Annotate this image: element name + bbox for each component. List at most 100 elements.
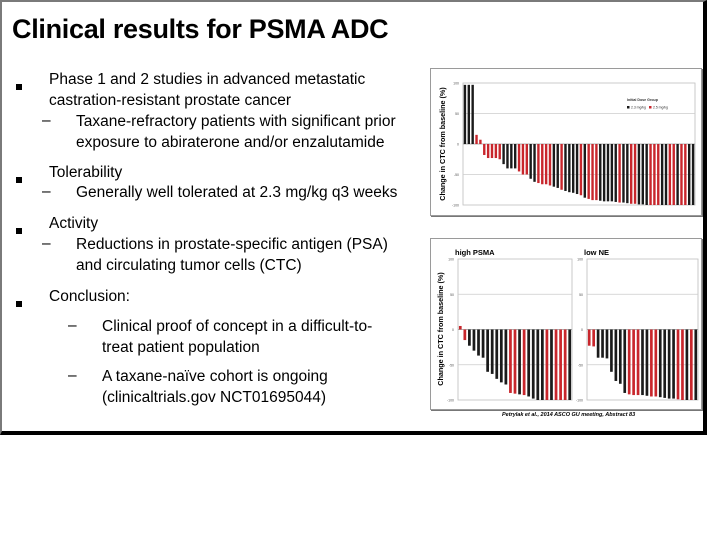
bar [632,329,635,396]
bar [685,329,689,400]
citation: Petrylak et al., 2014 ASCO GU meeting, A… [502,412,636,418]
y-tick-label: -100 [576,399,583,403]
chart-panel-ctc-subgroups: 100 50 0 -50 -100 high PSMA 100 50 0 -50 -100 low N… [430,238,702,410]
bar [510,144,513,169]
y-tick-label: -50 [454,173,459,177]
bar [572,144,575,193]
y-tick-label: 50 [455,112,459,116]
bar [610,144,614,202]
bar [633,144,637,204]
bar [641,144,644,205]
chart-title: low NE [584,248,609,257]
bar [472,329,476,351]
bar [672,144,675,205]
bar [467,84,470,144]
bar [579,144,583,196]
bar [514,144,517,169]
bullet-line: treat patient population [102,338,260,356]
bar [596,329,600,358]
bar [688,144,691,205]
bar [694,329,698,400]
bar [498,144,501,160]
legend-label: 2.5 mg/kg [653,106,668,110]
bar [672,329,675,399]
bar [676,144,679,205]
bar [529,144,532,179]
bar [541,144,544,185]
bar [475,134,478,144]
bar [599,144,602,201]
bullet-line: Phase 1 and 2 studies in advanced metast… [49,71,366,88]
bar [605,329,609,359]
bar [691,144,695,205]
bar [623,329,627,393]
bar [601,329,604,358]
bullet-line: Activity [49,215,99,232]
chart-title: high PSMA [455,248,495,257]
bar [509,329,512,393]
bar [606,144,610,202]
chart-panel-ctc-overall: 100 50 0 -50 -100 Change in CTC from baseline… [430,68,702,216]
bar [575,144,579,195]
bar [527,329,531,397]
slide: Clinical results for PSMA ADC Phase 1 an… [0,0,707,435]
y-tick-label: 0 [452,328,454,332]
bar [513,329,517,394]
slide-title: Clinical results for PSMA ADC [12,14,389,44]
bar [564,144,567,191]
bar [676,329,680,400]
bar [587,144,590,199]
bullet-line: exposure to abiraterone and/or enzalutam… [76,133,385,151]
bar [637,144,641,205]
bar [499,329,503,383]
bar [681,329,684,400]
bar [649,144,652,205]
bar [554,329,558,400]
bar [486,329,490,372]
y-axis-label: Change in CTC from baseline (%) [438,87,447,201]
bar [630,144,633,204]
y-tick-label: 100 [453,82,459,86]
y-tick-label: 0 [581,328,583,332]
y-tick-label: -100 [447,399,454,403]
bar [650,329,653,397]
bar [618,144,621,203]
bullet-marker-square [16,294,22,312]
bar [645,144,648,205]
bullet-text-level2: Taxane-refractory patients with signific… [76,112,426,153]
bullet-line: Tolerability [49,164,123,181]
bar [663,329,667,398]
bar [504,329,508,385]
bar [544,144,548,185]
bullet-line: Clinical proof of concept in a difficult… [102,318,373,335]
bar [495,329,499,379]
bar [560,144,563,190]
bar [614,329,618,381]
bar [680,144,683,205]
bullet-line: Taxane-refractory patients with signific… [76,113,396,130]
bullet-text-level1: Activity [49,214,419,235]
bar [533,144,536,182]
bullet-marker-square [16,77,22,95]
bullet-marker-square [16,170,22,188]
bar [658,329,662,398]
bar [636,329,640,396]
bar [614,144,617,202]
bar [481,329,485,358]
bar [602,144,606,202]
bar [583,144,586,198]
bar [645,329,649,396]
bar [550,329,553,400]
bar [556,144,559,188]
bar [690,329,693,400]
y-tick-label: 0 [457,143,459,147]
bar [537,144,540,184]
bar [468,329,471,346]
bar [486,144,490,159]
bar [548,144,552,186]
legend-swatch [649,106,652,109]
bullet-line: Reductions in prostate-specific antigen … [76,236,388,253]
legend-swatch [627,106,630,109]
bar [568,144,571,193]
